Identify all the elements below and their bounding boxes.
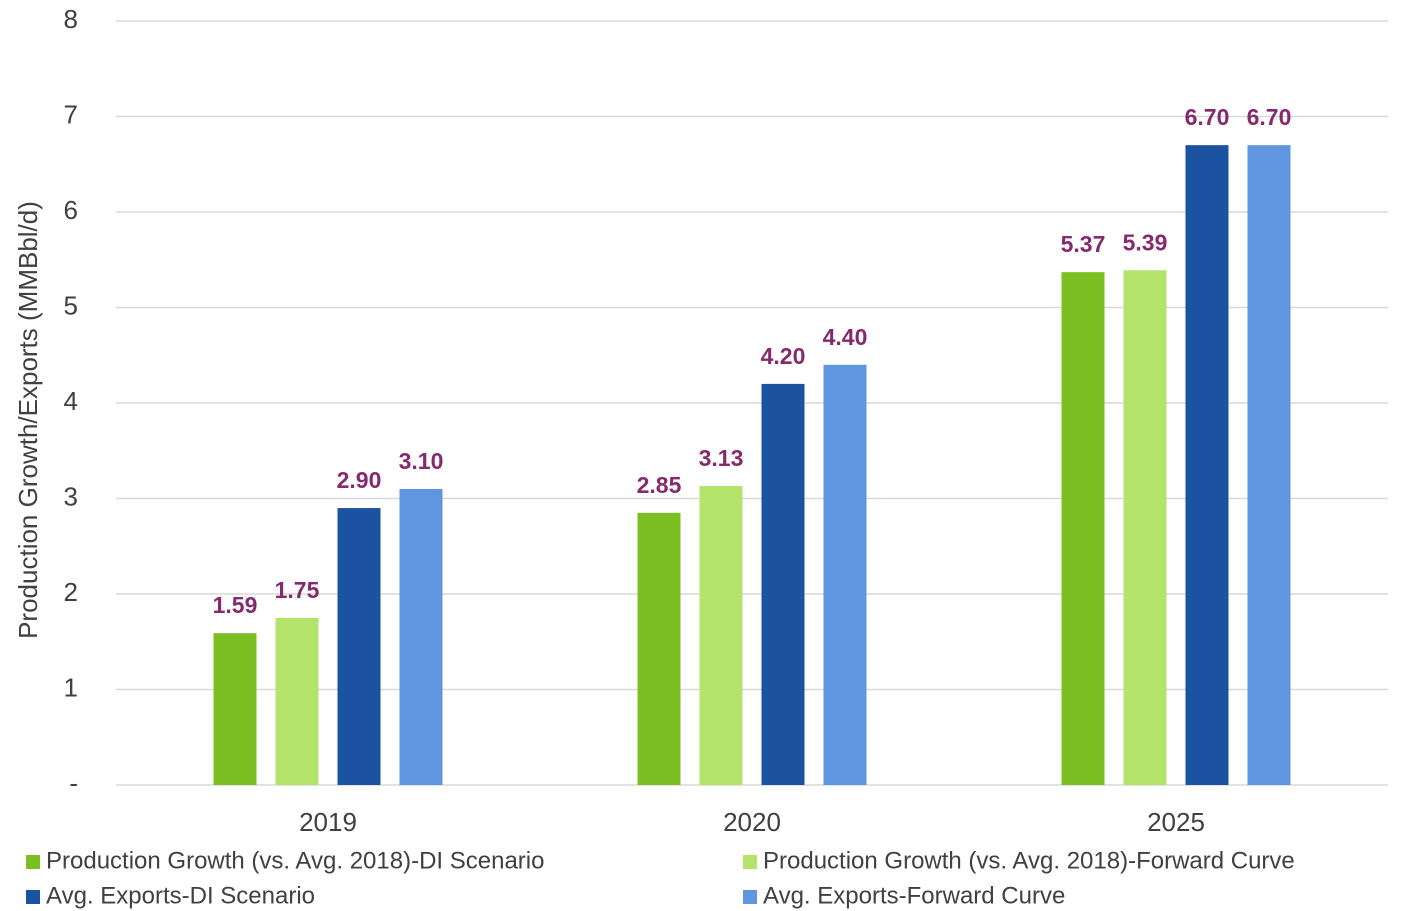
value-label: 2.85 [637, 472, 682, 498]
legend-marker [26, 890, 40, 904]
y-tick-label: 4 [64, 386, 78, 416]
x-tick-label: 2020 [723, 807, 781, 837]
bar [275, 617, 319, 785]
bar [1247, 145, 1291, 785]
value-label: 1.75 [275, 577, 320, 603]
value-label: 4.20 [761, 343, 806, 369]
bar [699, 486, 743, 785]
y-tick-label: - [69, 768, 78, 798]
bar [637, 512, 681, 785]
value-label: 6.70 [1247, 104, 1292, 130]
bar [1185, 145, 1229, 785]
value-label: 5.37 [1061, 231, 1106, 257]
value-label: 2.90 [337, 467, 382, 493]
legend-label: Production Growth (vs. Avg. 2018)-Forwar… [763, 847, 1295, 874]
value-label: 1.59 [213, 592, 258, 618]
bar [337, 508, 381, 785]
y-tick-label: 1 [64, 672, 78, 702]
bar [213, 633, 257, 785]
x-tick-label: 2025 [1147, 807, 1205, 837]
y-tick-label: 3 [64, 481, 78, 511]
y-tick-label: 2 [64, 577, 78, 607]
y-tick-label: 5 [64, 290, 78, 320]
value-label: 5.39 [1123, 229, 1168, 255]
legend-label: Avg. Exports-Forward Curve [763, 882, 1065, 909]
bar [399, 488, 443, 785]
value-label: 4.40 [823, 324, 868, 350]
legend-label: Production Growth (vs. Avg. 2018)-DI Sce… [46, 847, 544, 874]
value-label: 3.13 [699, 445, 744, 471]
y-axis-label: Production Growth/Exports (MMBbl/d) [13, 201, 43, 639]
y-tick-label: 7 [64, 99, 78, 129]
value-label: 6.70 [1185, 104, 1230, 130]
bar [1061, 272, 1105, 785]
value-label: 3.10 [399, 448, 444, 474]
legend-marker [26, 855, 40, 869]
legend-label: Avg. Exports-DI Scenario [46, 882, 315, 909]
y-tick-label: 6 [64, 195, 78, 225]
x-tick-label: 2019 [299, 807, 357, 837]
bar [1123, 270, 1167, 785]
y-tick-label: 8 [64, 4, 78, 34]
legend-marker [743, 855, 757, 869]
legend-marker [743, 890, 757, 904]
bar [823, 364, 867, 785]
bar [761, 383, 805, 785]
